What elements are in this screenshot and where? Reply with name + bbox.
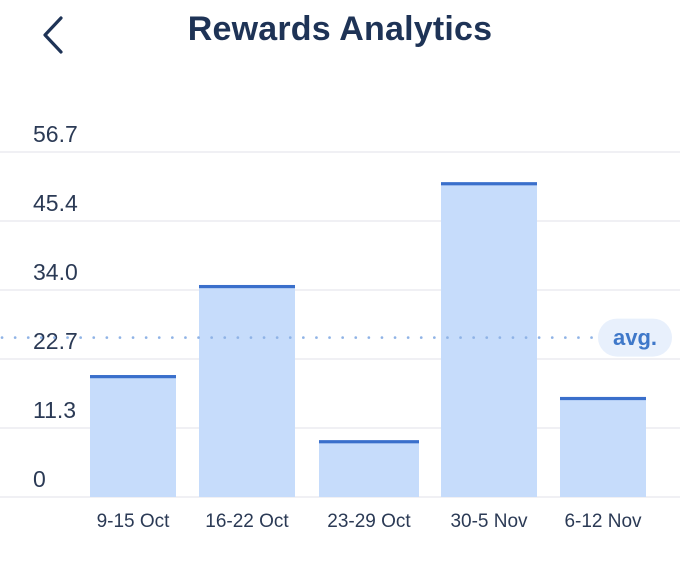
average-badge: [598, 318, 672, 357]
bar: [199, 286, 295, 497]
x-tick-label: 23-29 Oct: [327, 511, 411, 532]
bar-top-line: [319, 440, 419, 444]
y-tick-label: 56.7: [33, 121, 78, 147]
x-tick-label: 6-12 Nov: [564, 511, 642, 532]
y-tick-label: 22.7: [33, 328, 78, 354]
chevron-left-icon: [43, 16, 63, 54]
bar-top-line: [199, 284, 295, 289]
x-tick-label: 30-5 Nov: [450, 511, 528, 532]
header: Rewards Analytics: [0, 0, 680, 70]
y-tick-label: 11.3: [33, 397, 76, 423]
bar-top-line: [90, 375, 176, 379]
x-tick-label: 16-22 Oct: [205, 511, 289, 532]
bar-top-line: [441, 182, 537, 186]
x-tick-label: 9-15 Oct: [97, 511, 171, 532]
bar: [560, 398, 646, 497]
bar: [90, 376, 176, 497]
bar: [441, 183, 537, 498]
bar-top-line: [560, 396, 646, 401]
back-button[interactable]: [30, 12, 80, 58]
y-tick-label: 0: [33, 466, 46, 492]
page-title: Rewards Analytics: [187, 10, 493, 48]
average-label: avg.: [613, 325, 657, 350]
bar: [319, 441, 419, 497]
y-tick-label: 45.4: [33, 190, 78, 216]
y-tick-label: 34.0: [33, 259, 78, 285]
